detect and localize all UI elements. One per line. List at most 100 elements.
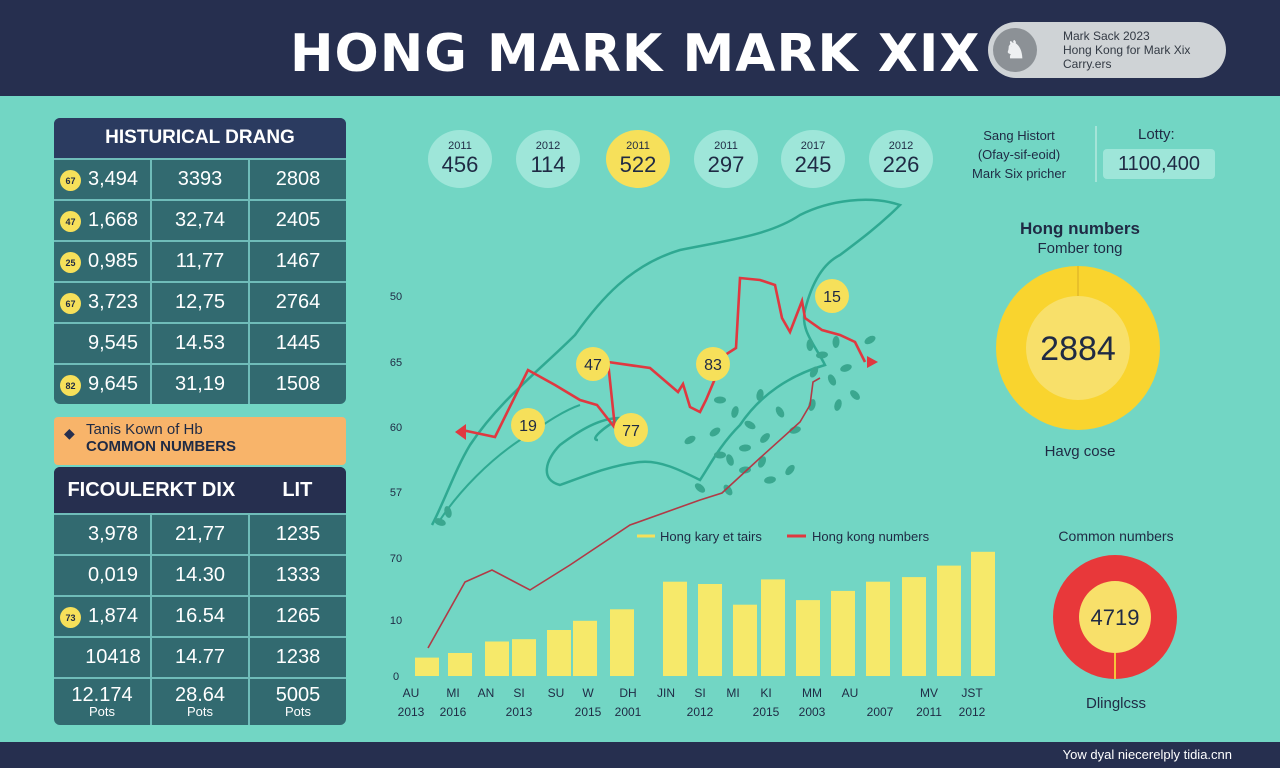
island-shape — [731, 406, 739, 418]
table-row: 10418 14.77 1238 — [54, 636, 346, 677]
year-circle-value: 245 — [794, 152, 832, 177]
x-tick-label: W — [582, 686, 594, 700]
pots-unit: Pots — [284, 704, 311, 719]
island-shape — [827, 374, 837, 386]
footer-bar: Yow dyal niecerelply tidia.cnn — [0, 742, 1280, 768]
year-circle: 2012 226 — [869, 130, 933, 188]
small-donut-title: Common numbers — [1058, 528, 1174, 544]
cell-value: 2808 — [275, 168, 321, 190]
map-outline — [430, 198, 903, 526]
y-tick-label: 50 — [390, 291, 402, 303]
footer-text: Yow dyal niecerelply tidia.cnn — [1062, 747, 1232, 762]
line-label-circle — [511, 408, 545, 442]
table-cell: 25 0,985 — [54, 242, 150, 281]
pots-value: 28.64 — [174, 684, 226, 706]
table-cell: 3,978 — [54, 515, 150, 554]
year-circle-value: 522 — [619, 152, 657, 177]
line-label: 83 — [696, 347, 730, 381]
table-row: 47 1,668 32,74 2405 — [54, 199, 346, 240]
island-shape — [714, 396, 726, 404]
x-tick-label: MV — [920, 686, 938, 700]
table-cell: 32,74 — [150, 201, 248, 240]
number-badge: 82 — [60, 375, 81, 396]
line-label-circle — [815, 279, 849, 313]
cell-value: 0,019 — [87, 564, 139, 586]
bar — [733, 604, 757, 676]
cell-value: 2764 — [275, 291, 321, 313]
header-card-line: Carry.ers — [1063, 57, 1112, 71]
cell-value: 1235 — [275, 523, 321, 545]
table-cell: 16.54 — [150, 597, 248, 636]
cell-value: 32,74 — [174, 209, 226, 231]
y-tick-label: 57 — [390, 487, 402, 499]
table-cell: 67 3,494 — [54, 160, 150, 199]
frequency-header-right: LIT — [282, 478, 313, 501]
table-cell: 2405 — [248, 201, 346, 240]
legend-label: Hong kong numbers — [812, 529, 930, 544]
lotty-label: Lotty: — [1138, 126, 1175, 143]
island-shape — [806, 339, 814, 351]
line-label: 15 — [815, 279, 849, 313]
number-badge: 25 — [60, 252, 81, 273]
table-cell: 82 9,645 — [54, 365, 150, 404]
year-circle-year: 2011 — [714, 140, 738, 152]
x-tick-label: JIN — [657, 686, 675, 700]
x-tick-label: KI — [760, 686, 771, 700]
year-circle-year: 2011 — [626, 140, 650, 152]
big-donut-title: Hong numbers — [1020, 219, 1140, 238]
bar-series — [415, 551, 995, 676]
table-cell: 67 3,723 — [54, 283, 150, 322]
x-tick-label: 2007 — [867, 705, 894, 719]
bar — [573, 620, 597, 676]
line-label: 19 — [511, 408, 545, 442]
cell-value: 1467 — [275, 250, 321, 272]
bar — [547, 630, 571, 676]
frequency-rows: 3,978 21,77 1235 0,019 14.30 1333 73 1,874 16.54… — [54, 513, 346, 677]
y-tick-label: 65 — [390, 357, 402, 369]
year-circle-year: 2017 — [800, 140, 826, 152]
bar — [937, 565, 961, 676]
historical-rows: 67 3,494 3393 2808 47 1,668 32,74 2405 25 0,985 11… — [54, 158, 346, 404]
y-tick-label: 70 — [390, 553, 402, 565]
line-number-labels: 15 47 83 19 77 — [511, 279, 849, 447]
island-shape — [809, 366, 819, 378]
table-cell: 2764 — [248, 283, 346, 322]
x-tick-label: AU — [403, 686, 420, 700]
bar — [485, 641, 509, 676]
cell-value: 14.77 — [174, 646, 226, 668]
cell-value: 10418 — [85, 646, 141, 668]
info-block: Sang Histort (Ofay-sif-eoid) Mark Six pr… — [958, 126, 1080, 183]
x-tick-label: AU — [842, 686, 859, 700]
island-shape — [757, 456, 767, 468]
table-cell: 14.30 — [150, 556, 248, 595]
lotty-value: 1100,400 — [1103, 149, 1215, 179]
table-cell: 73 1,874 — [54, 597, 150, 636]
island-shape — [760, 433, 770, 443]
cell-value: 11,77 — [175, 250, 225, 272]
small-donut-value: 4719 — [1091, 605, 1140, 630]
island-shape — [694, 483, 706, 493]
x-tick-label: MI — [726, 686, 739, 700]
cell-value: 1238 — [275, 646, 321, 668]
cell-value: 16.54 — [174, 605, 226, 627]
table-cell: 1445 — [248, 324, 346, 363]
table-row: 3,978 21,77 1235 — [54, 513, 346, 554]
x-tick-label: 2013 — [398, 705, 425, 719]
x-tick-label: MI — [446, 686, 459, 700]
year-circle-value: 297 — [707, 152, 745, 177]
cell-value: 1,668 — [87, 209, 139, 231]
number-badge: 73 — [60, 607, 81, 628]
year-circle: 2017 245 — [781, 130, 845, 188]
table-cell: 21,77 — [150, 515, 248, 554]
island-shape — [744, 420, 756, 430]
island-shape — [864, 335, 876, 345]
year-circle-value: 114 — [530, 152, 566, 177]
line-label-circle — [696, 347, 730, 381]
island-shape — [726, 454, 734, 466]
cell-value: 14.53 — [174, 332, 226, 354]
table-cell: 31,19 — [150, 365, 248, 404]
table-cell: 1333 — [248, 556, 346, 595]
line-label-text: 83 — [704, 357, 722, 374]
pots-unit: Pots — [88, 704, 115, 719]
island-shape — [816, 351, 828, 359]
